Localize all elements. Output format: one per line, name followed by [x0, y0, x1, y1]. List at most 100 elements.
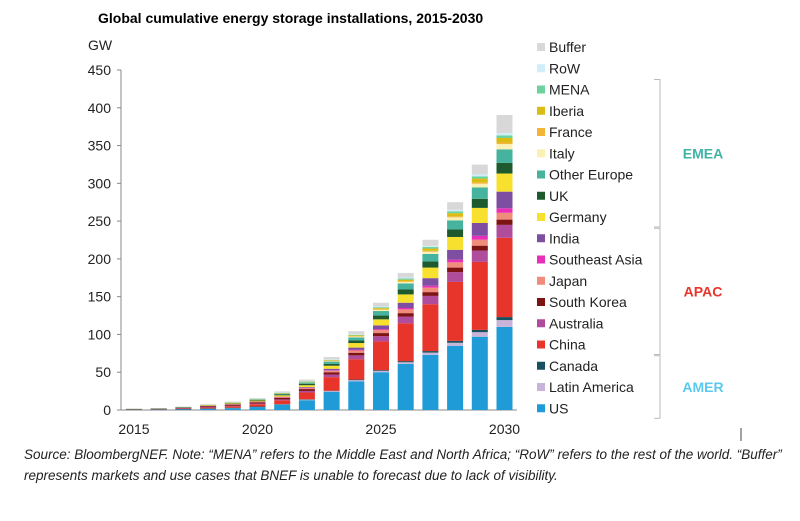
bar-segment-japan [471, 239, 488, 246]
y-axis: 0 50 100 150 200 250 300 350 400 450 [88, 62, 122, 418]
legend-swatch [537, 213, 545, 221]
legend: Buffer RoW MENA Iberia France Italy Other Euro… [537, 39, 643, 416]
bar-segment-italy [373, 309, 389, 312]
bar-segment-italy [471, 183, 488, 188]
bar-segment-row [397, 277, 414, 279]
bar-segment-canada [447, 340, 464, 343]
bar-segment-uk [323, 363, 340, 366]
bar-segment-india [397, 302, 414, 308]
bar-segment-other-europe [471, 187, 488, 199]
legend-swatch [537, 361, 545, 370]
bar-segment-iberia [397, 279, 414, 282]
bar-segment-japan [298, 388, 315, 390]
bar-segment-australia [471, 250, 488, 262]
bar-segment-australia [496, 224, 513, 238]
bar-segment-us [422, 354, 439, 410]
bar-segment-us [224, 408, 241, 410]
bar-segment-germany [447, 236, 464, 250]
bar-segment-india [496, 191, 513, 209]
bar-segment-uk [373, 315, 389, 320]
bar-stack-2018 [200, 404, 217, 410]
bar-segment-latin-america [422, 352, 439, 355]
bar-stack-2025 [373, 302, 389, 410]
bar-segment-germany [274, 395, 291, 397]
bar-segment-south-korea [249, 402, 266, 404]
bar-segment-japan [397, 309, 414, 314]
bar-segment-south-korea [496, 219, 513, 225]
legend-swatch [537, 128, 545, 136]
bar-segment-latin-america [373, 370, 389, 373]
legend-item-china: China [537, 337, 586, 353]
bar-segment-buffer [274, 391, 291, 393]
bar-segment-mena [397, 278, 414, 280]
region-label: EMEA [683, 145, 723, 161]
bar-segment-iberia [348, 335, 365, 337]
region-bracket [654, 227, 661, 355]
bar-segment-france [471, 182, 488, 184]
bar-segment-south-korea [397, 313, 414, 317]
bar-segment-china [373, 341, 389, 371]
bar-segment-uk [298, 383, 315, 386]
bar-segment-row [422, 245, 439, 248]
bar-segment-southeast-asia [496, 208, 513, 213]
bar-segment-china [298, 392, 315, 400]
legend-item-buffer: Buffer [537, 39, 586, 55]
bar-segment-france [422, 250, 439, 252]
bar-segment-iberia [422, 248, 439, 251]
bar-segment-south-korea [447, 267, 464, 273]
bar-segment-uk [471, 198, 488, 208]
legend-item-iberia: Iberia [537, 103, 584, 119]
legend-swatch [537, 149, 545, 158]
bar-segment-italy [397, 281, 414, 284]
bar-segment-mena [471, 176, 488, 179]
legend-label: Italy [549, 145, 575, 161]
bar-segment-other-europe [323, 361, 340, 364]
bar-segment-buffer [249, 397, 266, 399]
legend-label: Buffer [549, 39, 586, 55]
bar-segment-row [471, 174, 488, 177]
bar-segment-japan [447, 262, 464, 268]
bar-segment-india [298, 387, 315, 388]
bar-segment-southeast-asia [422, 285, 439, 288]
bar-segment-iberia [447, 213, 464, 217]
bar-segment-india [373, 325, 389, 330]
bar-segment-canada [422, 351, 439, 353]
bar-segment-latin-america [298, 399, 315, 401]
legend-swatch [537, 255, 545, 264]
bar-segment-south-korea [298, 389, 315, 391]
bar-segment-us [397, 363, 414, 410]
y-tick-label: 350 [88, 138, 112, 154]
legend-label: South Korea [549, 294, 627, 310]
legend-swatch [537, 340, 545, 349]
bar-segment-germany [323, 365, 340, 369]
bar-segment-buffer [496, 114, 513, 134]
bar-segment-mena [496, 135, 513, 138]
region-brackets: EMEA APAC AMER [654, 79, 724, 419]
bar-segment-southeast-asia [447, 259, 464, 263]
bar-segment-australia [274, 399, 291, 401]
bar-segment-australia [249, 403, 266, 405]
y-tick-label: 450 [88, 62, 112, 78]
legend-item-italy: Italy [537, 145, 575, 161]
legend-swatch [537, 170, 545, 179]
bar-segment-us [298, 400, 315, 410]
bar-segment-other-europe [496, 149, 513, 163]
bar-segment-china [471, 261, 488, 330]
bar-stack-2021 [274, 391, 291, 410]
region-amer: AMER [654, 355, 724, 419]
bar-segment-south-korea [274, 397, 291, 400]
legend-swatch [537, 319, 545, 328]
bar-segment-latin-america [496, 320, 513, 327]
legend-label: Canada [549, 358, 598, 374]
legend-item-other-europe: Other Europe [537, 167, 633, 183]
bar-segment-southeast-asia [348, 349, 365, 351]
bar-stack-2022 [298, 379, 315, 410]
legend-label: Other Europe [549, 167, 633, 183]
bar-segment-other-europe [397, 283, 414, 290]
y-tick-label: 300 [88, 175, 112, 191]
bar-segment-france [397, 281, 414, 282]
bar-segment-iberia [471, 178, 488, 183]
bar-segment-australia [348, 355, 365, 360]
bar-segment-south-korea [224, 404, 241, 406]
legend-swatch [537, 85, 545, 94]
